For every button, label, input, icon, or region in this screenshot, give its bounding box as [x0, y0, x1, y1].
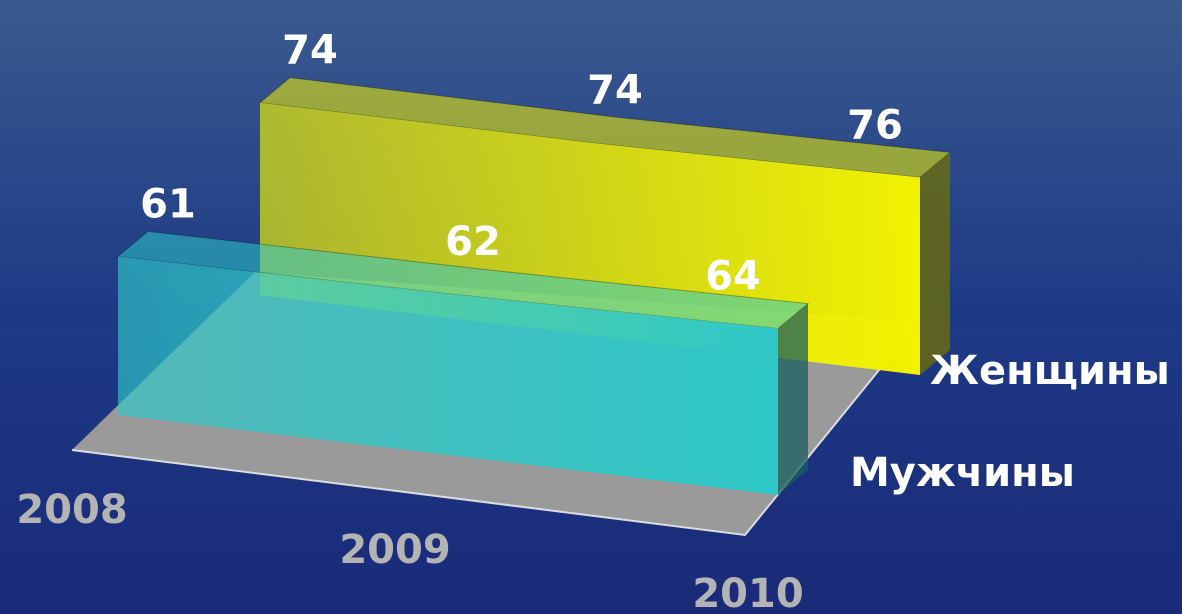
area-side [920, 152, 950, 375]
plot: 2008 2009 2010 74 74 76 Женщины 61 62 64 Мужчины [16, 28, 1169, 614]
data-label: 64 [705, 254, 761, 300]
data-label: 62 [445, 219, 501, 265]
area-side [778, 303, 808, 495]
x-tick-label: 2008 [16, 487, 127, 533]
area-front [118, 256, 778, 495]
area-side [778, 303, 808, 495]
area-side [920, 152, 950, 375]
data-label: 76 [847, 102, 903, 148]
legend-label: Женщины [930, 348, 1170, 394]
legend-label: Мужчины [850, 450, 1075, 496]
x-tick-label: 2009 [339, 527, 450, 573]
data-label: 74 [587, 68, 643, 114]
axis [71, 321, 919, 537]
data-label: 74 [282, 28, 338, 74]
x-tick-label: 2010 [692, 571, 803, 614]
data-label: 61 [140, 181, 196, 227]
